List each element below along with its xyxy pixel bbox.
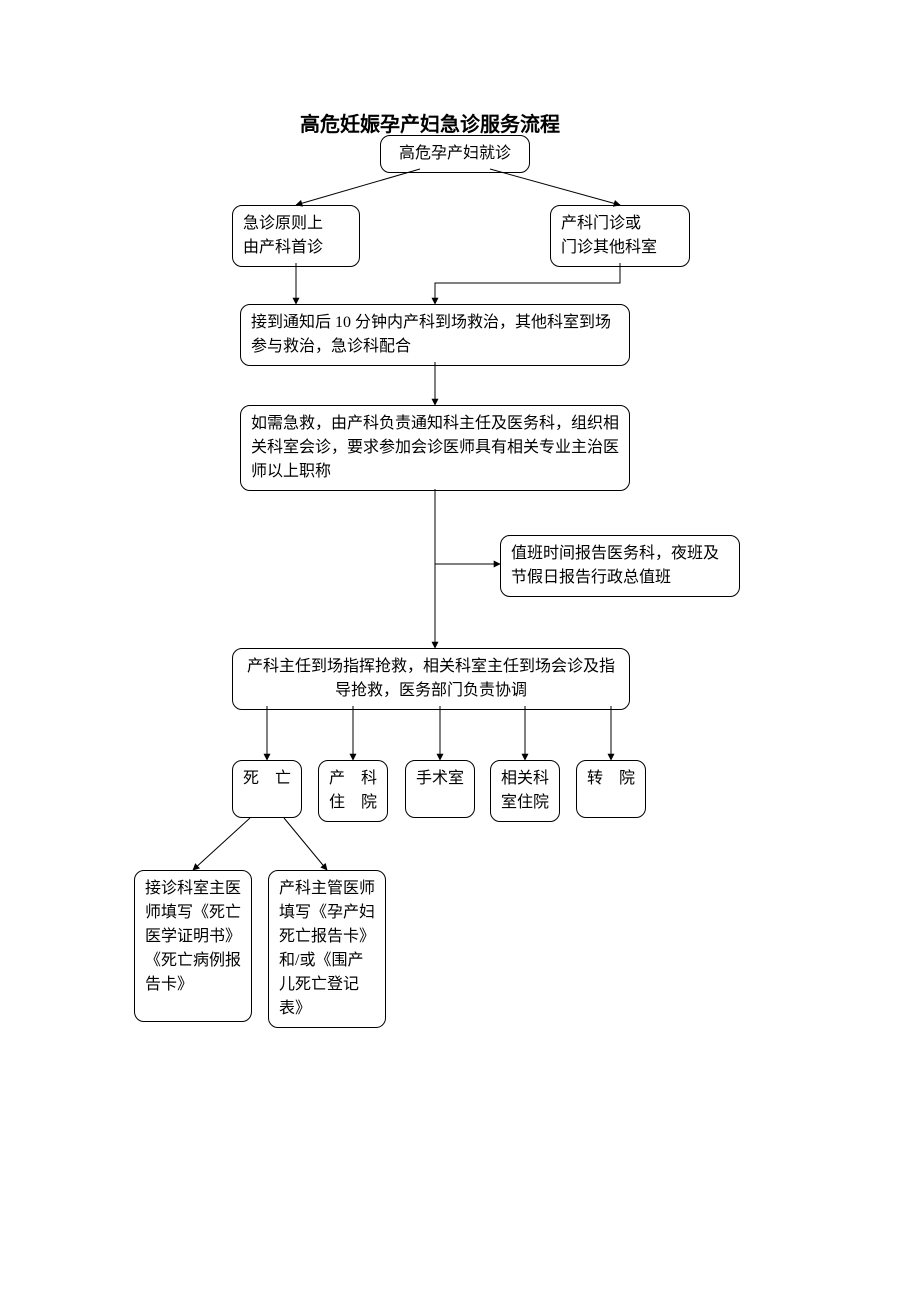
edge-n8-n13 (193, 818, 250, 870)
page-title: 高危妊娠孕产妇急诊服务流程 (300, 108, 560, 137)
flowchart-node-n3: 产科门诊或门诊其他科室 (550, 205, 690, 267)
edge-n8-n14 (284, 818, 327, 870)
flowchart-node-n4: 接到通知后 10 分钟内产科到场救治，其他科室到场参与救治，急诊科配合 (240, 304, 630, 366)
edge-n3-n4 (435, 263, 620, 304)
edge-n5-n6 (435, 489, 500, 564)
flowchart-node-n2: 急诊原则上由产科首诊 (232, 205, 360, 267)
flowchart-node-n10: 手术室 (405, 760, 475, 818)
flowchart-node-n5: 如需急救，由产科负责通知科主任及医务科，组织相关科室会诊，要求参加会诊医师具有相… (240, 405, 630, 491)
flowchart-node-n9: 产 科住 院 (318, 760, 388, 822)
flowchart-node-n6: 值班时间报告医务科，夜班及节假日报告行政总值班 (500, 535, 740, 597)
flowchart-node-n14: 产科主管医师填写《孕产妇死亡报告卡》和/或《围产儿死亡登记表》 (268, 870, 386, 1028)
flowchart-node-n13: 接诊科室主医师填写《死亡医学证明书》《死亡病例报告卡》 (134, 870, 252, 1022)
edge-n1-n3 (490, 169, 620, 205)
flowchart-node-n1: 高危孕产妇就诊 (380, 135, 530, 173)
flowchart-node-n8: 死 亡 (232, 760, 302, 818)
edge-n1-n2 (296, 169, 420, 205)
flowchart-node-n12: 转 院 (576, 760, 646, 818)
flowchart-node-n11: 相关科室住院 (490, 760, 560, 822)
flowchart-node-n7: 产科主任到场指挥抢救，相关科室主任到场会诊及指导抢救，医务部门负责协调 (232, 648, 630, 710)
